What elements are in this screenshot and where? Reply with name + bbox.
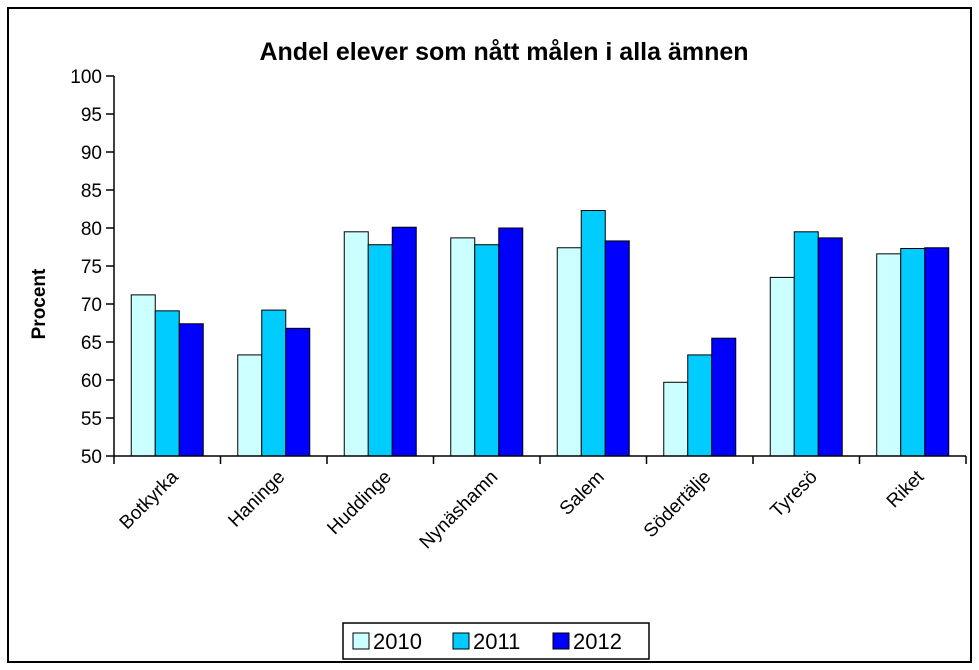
- y-tick-label: 90: [81, 143, 102, 164]
- bar-2011-botkyrka: [154, 310, 180, 457]
- bar-2010-tyresö: [769, 276, 795, 457]
- x-category-label: Botkyrka: [116, 466, 183, 533]
- x-category-label: Tyresö: [767, 467, 822, 522]
- bar-2010-södertälje: [663, 381, 689, 457]
- bar-2010-botkyrka: [130, 294, 156, 457]
- y-tick-label: 70: [81, 295, 102, 316]
- bar-2012-salem: [604, 240, 630, 457]
- bar-2011-huddinge: [367, 244, 393, 457]
- x-category-label: Huddinge: [323, 467, 395, 539]
- bar-2011-södertälje: [687, 354, 713, 457]
- plot-area: 50 55 60 65 70 75 80 85 90 95 100 Botkyrka Haninge Hu…: [70, 67, 967, 554]
- bar-2011-nynäshamn: [474, 244, 500, 457]
- bar-2012-haninge: [285, 327, 311, 457]
- x-category-label: Riket: [883, 466, 929, 512]
- chart-title: Andel elever som nått målen i alla ämnen: [259, 38, 748, 66]
- y-tick-label: 100: [70, 67, 102, 88]
- y-tick-label: 80: [81, 219, 102, 240]
- y-tick-label: 50: [81, 447, 102, 468]
- bar-2012-riket: [924, 247, 950, 457]
- bar-2010-huddinge: [343, 231, 369, 457]
- bar-2012-nynäshamn: [498, 227, 524, 457]
- y-tick-label: 95: [81, 105, 102, 126]
- y-tick-label: 85: [81, 181, 102, 202]
- bar-2010-nynäshamn: [450, 237, 476, 457]
- bar-2012-tyresö: [817, 237, 843, 457]
- legend-swatch-2011: [452, 632, 470, 650]
- bar-2011-tyresö: [793, 231, 819, 457]
- x-category-label: Nynäshamn: [416, 467, 503, 554]
- x-category-label: Haninge: [224, 467, 289, 532]
- x-category-label: Salem: [556, 467, 609, 520]
- legend-swatch-2010: [352, 632, 370, 650]
- bar-2010-riket: [876, 253, 902, 457]
- bar-2011-haninge: [261, 309, 287, 457]
- y-tick-label: 75: [81, 257, 102, 278]
- legend-swatch-2012: [552, 632, 570, 650]
- x-category-label: Södertälje: [640, 467, 715, 542]
- y-tick-label: 55: [81, 409, 102, 430]
- bar-2011-riket: [900, 248, 926, 457]
- legend-label-2012: 2012: [573, 629, 622, 654]
- bar-2010-salem: [556, 247, 582, 457]
- bar-2011-salem: [580, 210, 606, 457]
- bar-2012-södertälje: [711, 337, 737, 457]
- legend: 2010 2011 2012: [342, 622, 650, 660]
- bar-2010-haninge: [237, 354, 263, 457]
- legend-label-2011: 2011: [473, 629, 520, 654]
- y-tick-label: 60: [81, 371, 102, 392]
- legend-label-2010: 2010: [373, 629, 422, 654]
- y-axis-label: Procent: [29, 268, 50, 339]
- y-tick-label: 65: [81, 333, 102, 354]
- bar-2012-botkyrka: [178, 323, 204, 457]
- legend-box: [342, 622, 650, 660]
- bar-2012-huddinge: [391, 226, 417, 457]
